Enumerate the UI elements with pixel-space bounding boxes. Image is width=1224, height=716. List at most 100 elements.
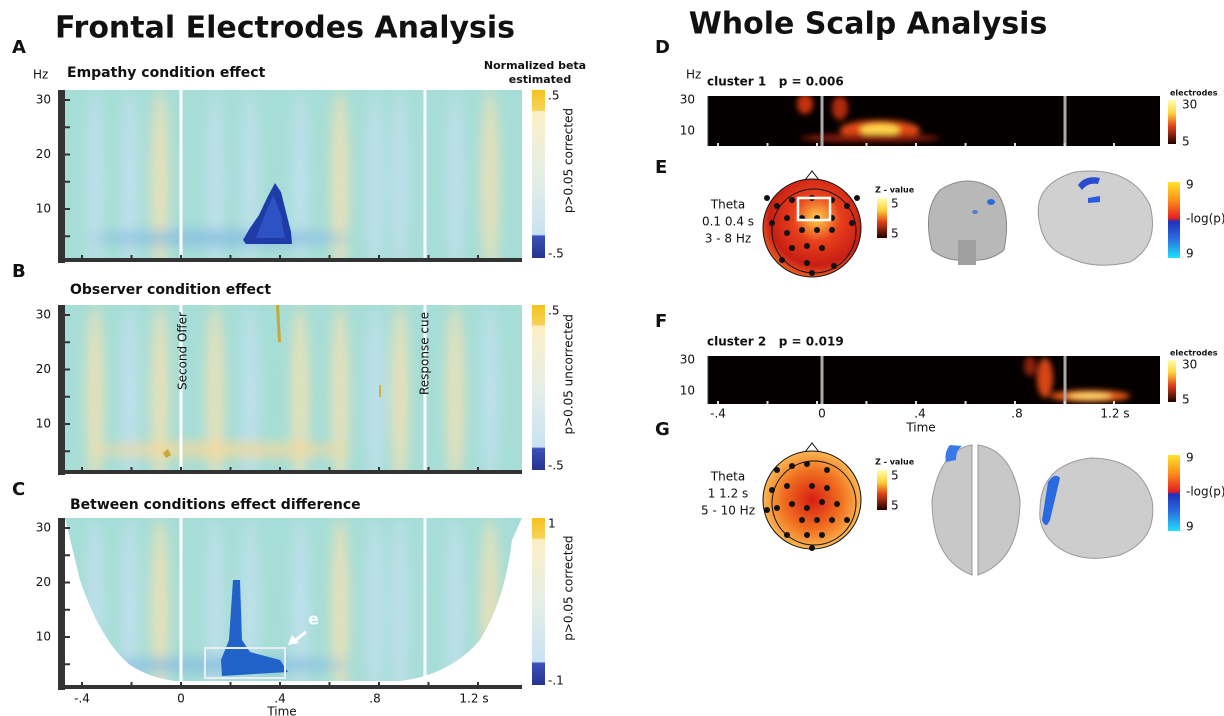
panel-title: cluster 2 p = 0.019 xyxy=(707,335,844,349)
panel-letter: A xyxy=(12,37,26,58)
colorbar xyxy=(532,518,545,685)
colorbar xyxy=(1168,100,1176,144)
panel-letter: F xyxy=(655,311,667,332)
electrode xyxy=(769,220,775,226)
band-label: 3 - 8 Hz xyxy=(705,232,751,246)
streak xyxy=(391,305,409,487)
electrode xyxy=(789,501,795,507)
brain-top xyxy=(932,445,972,575)
electrode xyxy=(784,532,790,538)
streak xyxy=(206,305,224,487)
hot-spot xyxy=(1037,358,1053,398)
heatmap xyxy=(65,305,522,487)
panel-letter: E xyxy=(655,157,667,178)
streak xyxy=(86,90,104,275)
y-axis xyxy=(58,518,65,690)
colorbar-tick-label: -.1 xyxy=(548,674,564,688)
electrode xyxy=(809,545,815,551)
band-label: Theta xyxy=(710,198,745,212)
y-tick-label: 10 xyxy=(36,202,51,216)
colorbar-tick-label: 30 xyxy=(1182,358,1197,372)
electrode xyxy=(804,532,810,538)
electrode xyxy=(789,463,795,469)
panel-title: cluster 1 p = 0.006 xyxy=(707,75,844,89)
colorbar-tick-label: 9 xyxy=(1186,520,1194,534)
colorbar xyxy=(877,470,887,510)
brainstem xyxy=(958,240,976,265)
panel-title: Empathy condition effect xyxy=(67,65,266,81)
colorbar-title: Z - value xyxy=(875,458,915,467)
colorbar-tick-label: 5 xyxy=(891,197,899,211)
streak xyxy=(86,305,104,487)
streak xyxy=(291,90,309,275)
y-tick-label: 10 xyxy=(36,630,51,644)
electrode xyxy=(784,483,790,489)
brain-sagittal xyxy=(1038,171,1152,265)
hot-spot xyxy=(1068,393,1112,399)
brain-lateral xyxy=(1040,458,1153,558)
x-axis xyxy=(58,470,522,474)
streak xyxy=(481,305,499,487)
electrode xyxy=(829,227,835,233)
electrode xyxy=(849,220,855,226)
electrode xyxy=(809,270,815,276)
x-tick-label: 1.2 s xyxy=(1100,407,1129,421)
colorbar xyxy=(1168,455,1180,531)
topography xyxy=(763,179,861,277)
colorbar-tick-label: 1 xyxy=(548,517,556,531)
x-tick-label: -.4 xyxy=(710,407,726,421)
x-axis xyxy=(58,258,522,262)
band-label: Theta xyxy=(710,470,745,484)
heatmap xyxy=(65,90,522,275)
electrode xyxy=(824,467,830,473)
streak xyxy=(481,90,499,275)
cluster xyxy=(379,385,381,397)
colorbar-tick-label: 9 xyxy=(1186,247,1194,261)
colorbar xyxy=(877,198,887,238)
streak xyxy=(121,90,139,275)
streak xyxy=(391,518,409,702)
section-title: Whole Scalp Analysis xyxy=(689,7,1048,42)
electrode xyxy=(764,195,770,201)
axis-unit: Hz xyxy=(33,68,48,82)
electrode xyxy=(819,532,825,538)
streak xyxy=(331,305,349,487)
electrode xyxy=(799,227,805,233)
streak xyxy=(291,305,309,487)
strip-heatmap xyxy=(708,94,1160,146)
x-tick-label: -.4 xyxy=(74,692,90,706)
electrode xyxy=(829,517,835,523)
electrode xyxy=(789,245,795,251)
streak xyxy=(366,518,384,702)
colorbar-label: -log(p) xyxy=(1186,212,1224,226)
streak xyxy=(331,90,349,275)
electrode xyxy=(804,243,810,249)
electrode xyxy=(844,517,850,523)
low-band xyxy=(90,230,350,246)
axis-unit: Hz xyxy=(686,68,701,82)
colorbar-tick-label: 9 xyxy=(1186,451,1194,465)
hot-spot xyxy=(797,94,813,114)
colorbar-title: Normalized beta xyxy=(484,59,586,72)
y-tick-label: 30 xyxy=(36,308,51,322)
streak xyxy=(151,90,169,275)
y-axis xyxy=(58,305,65,475)
electrode xyxy=(831,263,837,269)
hot-spot xyxy=(1024,356,1036,376)
electrode xyxy=(804,505,810,511)
colorbar-label: -log(p) xyxy=(1186,485,1224,499)
colorbar-tick-label: .5 xyxy=(548,304,559,318)
strip-heatmap xyxy=(708,356,1160,404)
electrode xyxy=(809,483,815,489)
x-tick-label: 0 xyxy=(818,407,826,421)
electrode xyxy=(774,505,780,511)
y-tick-label: 30 xyxy=(680,93,695,107)
hot-spot xyxy=(832,96,848,120)
heatmap xyxy=(65,518,522,702)
figure: Frontal Electrodes Analysis Whole Scalp … xyxy=(0,0,1224,716)
event-label: Response cue xyxy=(418,312,432,395)
y-tick-label: 30 xyxy=(36,521,51,535)
colorbar-tick-label: 5 xyxy=(891,227,899,241)
colorbar-title: electrodes xyxy=(1170,89,1218,98)
y-tick-label: 20 xyxy=(36,362,51,376)
